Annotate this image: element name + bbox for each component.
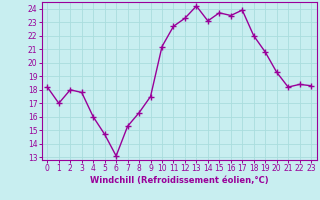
X-axis label: Windchill (Refroidissement éolien,°C): Windchill (Refroidissement éolien,°C)	[90, 176, 268, 185]
